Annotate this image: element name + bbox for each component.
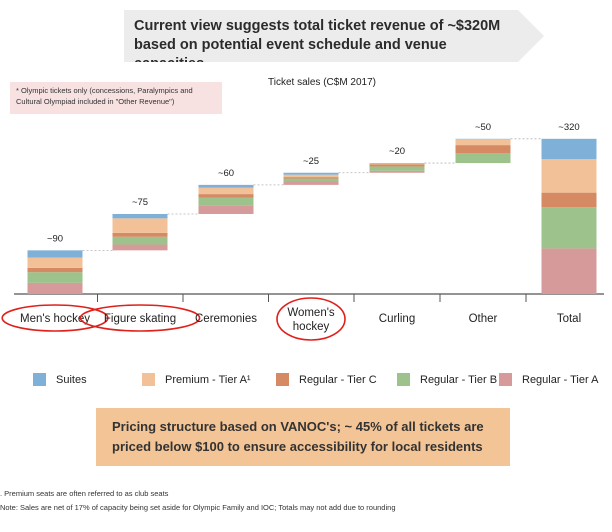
category-label-ceremonies: Ceremonies xyxy=(195,313,257,325)
segment-total-regular-tier-b xyxy=(541,207,597,249)
legend-item-regular-tier-a: Regular - Tier A xyxy=(499,373,598,386)
legend-swatch xyxy=(142,373,155,386)
pricing-callout-text: Pricing structure based on VANOC's; ~ 45… xyxy=(112,419,484,454)
chart-legend: Suites Premium - Tier A¹ Regular - Tier C R… xyxy=(0,373,612,391)
legend-label: Regular - Tier C xyxy=(299,373,377,386)
bar-women-s-hockey: ~25 xyxy=(283,156,339,185)
bar-total: ~320 xyxy=(541,122,597,294)
segment-figure-skating-regular-tier-b xyxy=(112,236,168,245)
legend-label: Premium - Tier A¹ xyxy=(165,373,251,386)
chart-title: Ticket sales (C$M 2017) xyxy=(268,77,376,88)
segment-figure-skating-suites xyxy=(112,213,168,219)
category-label-figure-skating: Figure skating xyxy=(104,313,176,325)
segment-figure-skating-regular-tier-c xyxy=(112,232,168,237)
footnote-sales-note: Note: Sales are net of 17% of capacity b… xyxy=(0,503,396,512)
bar-ceremonies: ~60 xyxy=(198,168,254,214)
olympic-tickets-note: * Olympic tickets only (concessions, Par… xyxy=(10,82,222,114)
segment-ceremonies-regular-tier-b xyxy=(198,197,254,206)
bar-curling: ~20 xyxy=(369,146,425,173)
legend-label: Suites xyxy=(56,373,87,386)
total-label-ceremonies: ~60 xyxy=(218,168,234,179)
bar-other: ~50 xyxy=(455,122,511,164)
segment-men-s-hockey-suites xyxy=(27,250,83,258)
segment-ceremonies-regular-tier-a xyxy=(198,205,254,214)
segment-figure-skating-premium-tier-a xyxy=(112,218,168,233)
segment-women-s-hockey-premium-tier-a xyxy=(283,174,339,178)
segment-figure-skating-regular-tier-a xyxy=(112,244,168,251)
legend-item-regular-tier-b: Regular - Tier B xyxy=(397,373,497,386)
bar-figure-skating: ~75 xyxy=(112,197,168,251)
olympic-tickets-note-text: * Olympic tickets only (concessions, Par… xyxy=(16,86,193,106)
segment-other-regular-tier-b xyxy=(455,153,511,164)
segment-total-regular-tier-c xyxy=(541,192,597,208)
total-label-other: ~50 xyxy=(475,122,491,133)
highlight-circle-figure-skating xyxy=(79,304,201,332)
segment-women-s-hockey-suites xyxy=(283,172,339,175)
segment-total-premium-tier-a xyxy=(541,159,597,193)
segment-other-premium-tier-a xyxy=(455,139,511,146)
legend-swatch xyxy=(276,373,289,386)
highlight-circle-men-s-hockey xyxy=(1,304,109,332)
headline-text: Current view suggests total ticket reven… xyxy=(134,18,501,72)
legend-swatch xyxy=(499,373,512,386)
legend-item-premium-tier-a: Premium - Tier A¹ xyxy=(142,373,251,386)
segment-women-s-hockey-regular-tier-a xyxy=(283,181,339,185)
total-label-women-s-hockey: ~25 xyxy=(303,156,319,167)
segment-men-s-hockey-regular-tier-a xyxy=(27,282,83,294)
waterfall-chart: ~90 Men's hockey ~75 Figure skating ~60 Cerem… xyxy=(1,122,604,341)
segment-curling-regular-tier-b xyxy=(369,166,425,171)
segment-curling-premium-tier-a xyxy=(369,163,425,165)
legend-item-suites: Suites xyxy=(33,373,87,386)
footnote-premium-seats: . Premium seats are often referred to as… xyxy=(0,489,169,498)
segment-curling-regular-tier-a xyxy=(369,170,425,173)
segment-men-s-hockey-regular-tier-c xyxy=(27,267,83,273)
segment-men-s-hockey-premium-tier-a xyxy=(27,257,83,268)
highlight-circle-women-s-hockey xyxy=(276,297,346,341)
bar-men-s-hockey: ~90 xyxy=(27,233,83,294)
total-label-figure-skating: ~75 xyxy=(132,197,148,208)
pricing-callout: Pricing structure based on VANOC's; ~ 45… xyxy=(96,408,510,466)
segment-women-s-hockey-regular-tier-c xyxy=(283,177,339,179)
total-label-total: ~320 xyxy=(558,122,579,133)
segment-other-regular-tier-c xyxy=(455,145,511,154)
segment-ceremonies-suites xyxy=(198,184,254,188)
segment-ceremonies-premium-tier-a xyxy=(198,187,254,195)
headline-callout: Current view suggests total ticket reven… xyxy=(124,10,544,62)
legend-item-regular-tier-c: Regular - Tier C xyxy=(276,373,377,386)
legend-label: Regular - Tier A xyxy=(522,373,599,386)
total-label-men-s-hockey: ~90 xyxy=(47,233,63,244)
segment-men-s-hockey-regular-tier-b xyxy=(27,272,83,283)
total-label-curling: ~20 xyxy=(389,146,405,157)
segment-total-regular-tier-a xyxy=(541,248,597,294)
segment-women-s-hockey-regular-tier-b xyxy=(283,178,339,182)
category-label-total: Total xyxy=(557,313,581,325)
legend-swatch xyxy=(397,373,410,386)
category-label-women-s-hockey: Women's hockey xyxy=(287,307,335,333)
category-label-curling: Curling xyxy=(379,313,415,325)
legend-swatch xyxy=(33,373,46,386)
segment-ceremonies-regular-tier-c xyxy=(198,194,254,198)
segment-total-suites xyxy=(541,138,597,160)
category-label-other: Other xyxy=(469,313,498,325)
category-label-men-s-hockey: Men's hockey xyxy=(20,313,90,325)
legend-label: Regular - Tier B xyxy=(420,373,498,386)
segment-curling-regular-tier-c xyxy=(369,164,425,167)
